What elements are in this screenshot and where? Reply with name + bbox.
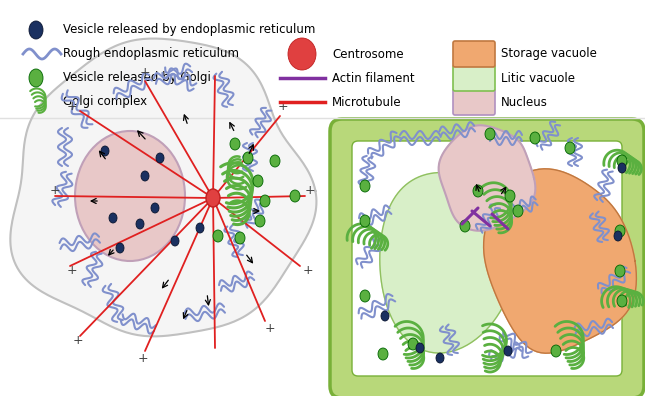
Ellipse shape	[260, 195, 270, 207]
Ellipse shape	[473, 185, 483, 197]
Ellipse shape	[151, 203, 159, 213]
Text: Rough endoplasmic reticulum: Rough endoplasmic reticulum	[63, 48, 239, 61]
Text: +: +	[264, 322, 275, 335]
Text: +: +	[73, 335, 83, 348]
Ellipse shape	[614, 231, 622, 241]
Ellipse shape	[29, 21, 43, 39]
Ellipse shape	[615, 225, 625, 237]
FancyBboxPatch shape	[453, 65, 495, 91]
Text: Centrosome: Centrosome	[332, 48, 404, 61]
Ellipse shape	[513, 205, 523, 217]
Ellipse shape	[230, 138, 240, 150]
Ellipse shape	[213, 230, 223, 242]
Ellipse shape	[196, 223, 204, 233]
Ellipse shape	[565, 142, 575, 154]
Text: +: +	[66, 265, 77, 278]
Ellipse shape	[505, 190, 515, 202]
Ellipse shape	[460, 220, 470, 232]
Ellipse shape	[436, 353, 444, 363]
Text: Actin filament: Actin filament	[332, 72, 415, 84]
Ellipse shape	[101, 146, 109, 156]
Ellipse shape	[360, 180, 370, 192]
Ellipse shape	[485, 128, 495, 140]
Text: Vesicle released by Golgi: Vesicle released by Golgi	[63, 72, 211, 84]
Text: +: +	[50, 185, 61, 198]
Ellipse shape	[116, 243, 124, 253]
Ellipse shape	[530, 132, 540, 144]
Ellipse shape	[243, 152, 253, 164]
Ellipse shape	[270, 155, 280, 167]
Ellipse shape	[618, 163, 626, 173]
Ellipse shape	[504, 346, 512, 356]
Polygon shape	[10, 38, 317, 336]
Ellipse shape	[255, 215, 265, 227]
Ellipse shape	[360, 290, 370, 302]
Ellipse shape	[156, 153, 164, 163]
Ellipse shape	[615, 265, 625, 277]
Ellipse shape	[141, 171, 149, 181]
Text: Vesicle released by endoplasmic reticulum: Vesicle released by endoplasmic reticulu…	[63, 23, 315, 36]
Text: +: +	[278, 99, 288, 112]
Polygon shape	[439, 125, 535, 231]
Text: +: +	[303, 265, 313, 278]
Ellipse shape	[75, 131, 185, 261]
Text: Litic vacuole: Litic vacuole	[501, 72, 575, 84]
Ellipse shape	[617, 155, 627, 167]
FancyBboxPatch shape	[330, 119, 644, 396]
Ellipse shape	[416, 343, 424, 353]
Ellipse shape	[206, 189, 220, 207]
Polygon shape	[484, 169, 637, 353]
Text: +: +	[304, 185, 315, 198]
Ellipse shape	[253, 175, 263, 187]
Ellipse shape	[288, 38, 316, 70]
Text: +: +	[137, 352, 148, 364]
Ellipse shape	[235, 232, 245, 244]
Text: +: +	[140, 67, 150, 80]
Text: Microtubule: Microtubule	[332, 95, 402, 109]
Ellipse shape	[171, 236, 179, 246]
Ellipse shape	[360, 215, 370, 227]
Ellipse shape	[136, 219, 144, 229]
Text: Golgi complex: Golgi complex	[63, 95, 147, 109]
Ellipse shape	[617, 295, 627, 307]
Ellipse shape	[290, 190, 300, 202]
FancyBboxPatch shape	[453, 41, 495, 67]
FancyBboxPatch shape	[453, 89, 495, 115]
Ellipse shape	[29, 69, 43, 87]
Text: Nucleus: Nucleus	[501, 95, 548, 109]
Ellipse shape	[551, 345, 561, 357]
Ellipse shape	[378, 348, 388, 360]
Text: Storage vacuole: Storage vacuole	[501, 48, 597, 61]
Text: +: +	[66, 99, 77, 112]
FancyBboxPatch shape	[352, 141, 622, 376]
Polygon shape	[380, 173, 516, 353]
Ellipse shape	[381, 311, 389, 321]
Ellipse shape	[408, 338, 418, 350]
Ellipse shape	[109, 213, 117, 223]
